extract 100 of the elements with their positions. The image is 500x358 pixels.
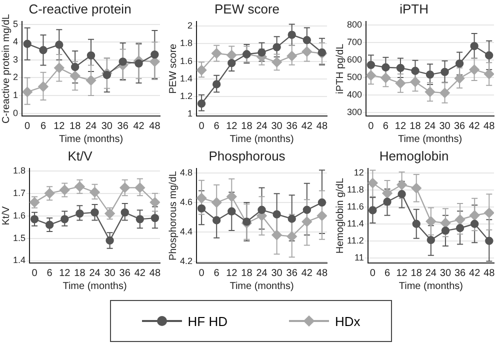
y-tick-label: 4.6 <box>180 197 193 208</box>
point <box>196 65 207 76</box>
point <box>396 64 405 72</box>
x-tick-label: 6 <box>214 268 220 279</box>
point <box>440 88 450 98</box>
x-tick-label: 42 <box>301 120 313 132</box>
x-tick-label: 6 <box>46 268 53 279</box>
y-tick-label: 11.2 <box>346 235 364 246</box>
x-tick-label: 36 <box>117 120 129 132</box>
x-tick-label: 18 <box>241 120 253 132</box>
x-tick-label: 48 <box>149 268 161 279</box>
y-tick-label: 600 <box>346 54 362 65</box>
x-tick-label: 42 <box>134 268 146 279</box>
x-tick-label: 36 <box>119 268 131 279</box>
x-tick-label: 36 <box>286 120 298 132</box>
point <box>228 207 236 216</box>
point <box>150 56 160 67</box>
x-tick-label: 48 <box>149 120 161 132</box>
legend-label: HDx <box>334 314 360 328</box>
x-tick-label: 6 <box>214 120 220 132</box>
y-tick-label: 1.6 <box>180 56 193 66</box>
x-tick-label: 30 <box>104 268 116 279</box>
point <box>211 48 222 58</box>
x-tick-label: 18 <box>70 120 82 132</box>
point <box>426 216 436 226</box>
point <box>366 60 376 70</box>
point <box>366 70 376 81</box>
x-tick-label: 30 <box>439 120 451 132</box>
x-axis-title: Time (months) <box>58 134 124 145</box>
chart-title: iPTH <box>400 1 428 16</box>
y-axis-title: iPTH pg/dL <box>334 43 346 94</box>
point <box>54 62 64 74</box>
y-tick-label: 1.2 <box>180 91 193 102</box>
point <box>45 220 54 229</box>
point <box>272 230 282 240</box>
y-tick-label: 1.7 <box>12 188 26 198</box>
point <box>368 206 377 214</box>
x-tick-label: 24 <box>256 268 268 279</box>
point <box>288 214 296 223</box>
x-axis-title: Time (months) <box>230 134 294 145</box>
point <box>23 40 32 48</box>
point <box>70 62 80 72</box>
y-axis-title: Phosphorous mg/dL <box>168 170 179 261</box>
point <box>272 43 281 52</box>
point <box>382 63 390 72</box>
x-tick-label: 18 <box>74 268 86 279</box>
point <box>318 198 326 207</box>
point <box>411 183 422 194</box>
x-tick-label: 42 <box>468 120 480 132</box>
point <box>197 100 206 108</box>
x-tick-label: 12 <box>54 120 66 132</box>
y-tick-label: 4 <box>12 36 18 47</box>
x-tick-label: 48 <box>316 268 328 279</box>
y-tick-label: 1 <box>12 90 18 100</box>
point <box>22 86 32 98</box>
point <box>412 220 420 228</box>
point <box>455 59 464 68</box>
x-tick-label: 48 <box>316 120 328 132</box>
point <box>226 192 237 202</box>
y-tick-label: 1.8 <box>180 38 193 48</box>
y-tick-label: 11.4 <box>346 218 364 228</box>
x-tick-label: 36 <box>454 268 466 279</box>
x-tick-label: 42 <box>301 268 313 279</box>
point <box>272 210 281 218</box>
point <box>86 75 96 86</box>
x-tick-label: 24 <box>256 120 268 132</box>
x-tick-label: 6 <box>382 120 389 132</box>
point <box>286 231 297 242</box>
y-tick-label: 4.8 <box>180 168 193 178</box>
y-tick-label: 0 <box>12 108 18 118</box>
x-tick-label: 18 <box>241 268 253 279</box>
chart-title: Hemoglobin <box>379 148 449 164</box>
y-tick-label: 12 <box>354 167 364 178</box>
point <box>470 42 478 50</box>
point <box>410 76 420 88</box>
y-tick-label: 1.8 <box>12 165 26 176</box>
y-tick-label: 300 <box>346 106 362 117</box>
point <box>454 73 465 84</box>
chart-title: PEW score <box>214 1 280 16</box>
x-tick-label: 6 <box>384 268 390 279</box>
point <box>211 197 222 208</box>
point <box>440 218 451 228</box>
point <box>440 68 449 76</box>
y-tick-label: 500 <box>346 72 362 82</box>
chart-title: Kt/V <box>68 148 93 164</box>
x-axis-title: Time (months) <box>230 280 294 292</box>
x-tick-label: 30 <box>440 268 452 279</box>
point <box>212 80 221 88</box>
y-tick-label: 2 <box>187 20 193 30</box>
x-tick-label: 30 <box>271 120 283 132</box>
x-tick-label: 18 <box>410 120 422 132</box>
point <box>38 82 48 92</box>
point <box>39 46 48 54</box>
point <box>136 215 144 224</box>
point <box>382 188 392 198</box>
x-tick-label: 12 <box>396 268 408 279</box>
point <box>197 204 206 213</box>
point <box>484 68 494 80</box>
point <box>485 236 494 245</box>
point <box>258 48 266 57</box>
